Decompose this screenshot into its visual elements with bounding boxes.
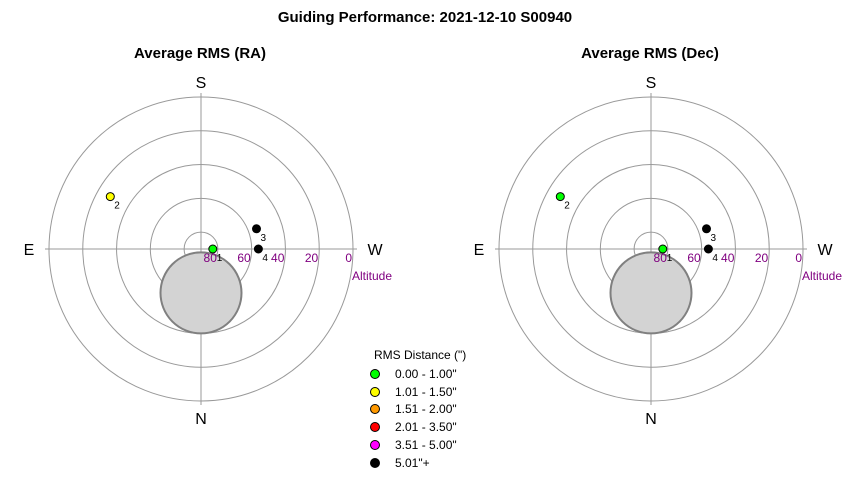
data-point — [555, 192, 565, 202]
legend: RMS Distance (") 0.00 - 1.00" 1.01 - 1.50… — [366, 348, 466, 472]
data-point — [105, 192, 115, 202]
legend-label: 1.01 - 1.50" — [395, 384, 457, 399]
altitude-tick-label: 60 — [237, 251, 251, 265]
point-label: 3 — [711, 233, 717, 244]
data-point — [253, 244, 263, 254]
data-point — [703, 244, 713, 254]
direction-label-S: S — [646, 75, 657, 92]
point-label: 2 — [114, 201, 120, 212]
altitude-tick-label: 0 — [345, 251, 352, 265]
legend-label: 5.01"+ — [395, 455, 430, 470]
legend-item: 5.01"+ — [366, 454, 466, 472]
page-title: Guiding Performance: 2021-12-10 S00940 — [277, 9, 573, 26]
direction-label-N: N — [645, 411, 657, 428]
legend-swatch — [370, 368, 380, 379]
legend-title: RMS Distance (") — [374, 348, 467, 362]
altitude-axis-label: Altitude — [352, 269, 392, 283]
point-label: 3 — [261, 233, 267, 244]
legend-label: 0.00 - 1.00" — [395, 366, 457, 381]
legend-item: 3.51 - 5.00" — [366, 436, 466, 454]
legend-item: 2.01 - 3.50" — [366, 418, 466, 436]
point-label: 1 — [217, 253, 223, 264]
altitude-tick-label: 40 — [271, 251, 285, 265]
legend-swatch — [370, 422, 380, 433]
legend-swatch — [370, 404, 380, 415]
legend-swatch — [370, 457, 380, 468]
altitude-tick-label: 80 — [654, 251, 668, 265]
point-label: 4 — [712, 253, 718, 264]
legend-swatch — [370, 440, 380, 451]
direction-label-E: E — [24, 242, 35, 259]
legend-label: 3.51 - 5.00" — [395, 438, 457, 453]
altitude-tick-label: 60 — [687, 251, 701, 265]
legend-item: 1.01 - 1.50" — [366, 383, 466, 401]
legend-item: 1.51 - 2.00" — [366, 401, 466, 419]
legend-item: 0.00 - 1.00" — [366, 365, 466, 383]
chart-title-ra: Average RMS (RA) — [134, 45, 266, 62]
altitude-tick-label: 20 — [755, 251, 769, 265]
altitude-tick-label: 0 — [795, 251, 802, 265]
moon-disc — [609, 251, 693, 335]
legend-swatch — [370, 386, 380, 397]
point-label: 4 — [262, 253, 268, 264]
data-point — [252, 224, 261, 234]
moon-disc — [159, 251, 243, 335]
altitude-tick-label: 20 — [305, 251, 319, 265]
legend-items: 0.00 - 1.00" 1.01 - 1.50" 1.51 - 2.00" 2.01… — [366, 365, 466, 472]
data-point — [702, 224, 711, 234]
altitude-tick-label: 40 — [721, 251, 735, 265]
direction-label-S: S — [196, 75, 207, 92]
direction-label-E: E — [474, 242, 485, 259]
altitude-tick-label: 80 — [204, 251, 218, 265]
point-label: 1 — [667, 253, 673, 264]
direction-label-N: N — [195, 411, 207, 428]
data-point — [658, 244, 668, 254]
point-label: 2 — [564, 201, 570, 212]
legend-label: 2.01 - 3.50" — [395, 420, 457, 435]
altitude-axis-label: Altitude — [802, 269, 842, 283]
legend-label: 1.51 - 2.00" — [395, 402, 457, 417]
direction-label-W: W — [367, 242, 383, 259]
chart-title-dec: Average RMS (Dec) — [581, 45, 719, 62]
direction-label-W: W — [817, 242, 833, 259]
data-point — [208, 244, 218, 254]
